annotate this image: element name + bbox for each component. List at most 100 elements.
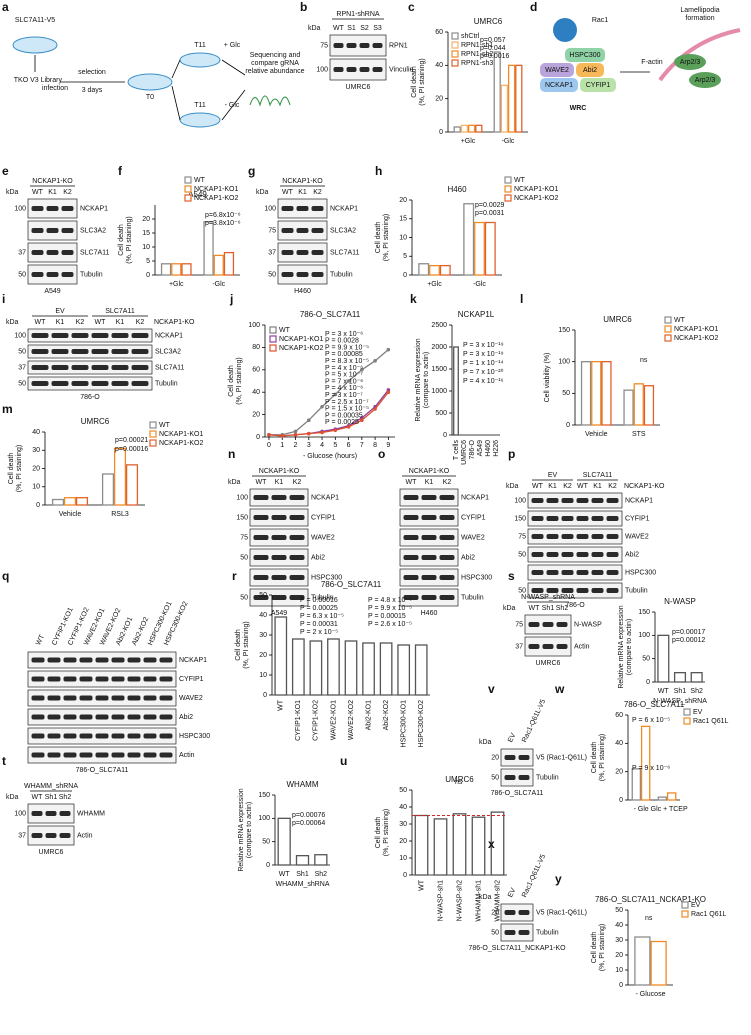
x-axis-label: WHAMM_shRNA <box>275 881 329 888</box>
diagram-label: Arp2/3 <box>695 77 716 84</box>
annotation: P = 9 x 10⁻⁶ <box>632 765 670 772</box>
filament <box>658 28 741 82</box>
band <box>61 250 74 255</box>
y-axis-label: Cell death <box>375 817 382 849</box>
bar <box>327 638 340 696</box>
y-axis-label: Relative mRNA expression <box>415 338 422 421</box>
kda-label: kDa <box>6 189 19 196</box>
diagram-label: HSPC300 <box>569 52 600 59</box>
band-label: HSPC300 <box>179 733 210 740</box>
band <box>271 495 287 500</box>
blot-frame <box>527 528 623 545</box>
band <box>606 498 619 503</box>
x-tick-label: RSL3 <box>111 511 129 518</box>
blot-frame <box>527 564 623 581</box>
bar <box>433 818 448 876</box>
bar <box>113 447 127 506</box>
x-tick-label: CYFIP1-KO2 <box>313 700 320 741</box>
band <box>159 714 173 720</box>
kda-marker: 150 <box>514 515 526 522</box>
bar <box>623 389 634 426</box>
bar <box>171 263 182 276</box>
data-point <box>333 428 338 433</box>
panel-title: WHAMM <box>287 780 319 789</box>
legend-swatch <box>451 59 459 67</box>
panel-letter: b <box>300 0 307 14</box>
blot-footer: UMRC6 <box>39 849 64 856</box>
band <box>421 495 437 500</box>
bar <box>673 672 687 683</box>
legend-swatch <box>269 344 277 352</box>
diagram-label: Abi2 <box>583 67 597 74</box>
bar <box>453 346 459 436</box>
band <box>528 622 540 627</box>
panel-letter: w <box>554 682 565 696</box>
band <box>111 333 129 338</box>
band-label: SLC3A2 <box>155 348 181 355</box>
band <box>606 552 619 557</box>
band <box>46 250 59 255</box>
lane-label: K2 <box>136 319 145 326</box>
annotation: p=0.00076 <box>292 812 325 819</box>
annotation: P = 4 x 10⁻⁶ <box>325 365 363 372</box>
band-label: WAVE2 <box>179 695 203 702</box>
lane-label: K1 <box>425 479 434 486</box>
band <box>71 349 89 354</box>
y-tick-label: 40 <box>435 62 443 69</box>
legend-swatch <box>681 901 689 909</box>
band <box>143 752 157 758</box>
y-tick-label: 50 <box>562 390 570 397</box>
y-tick-label: 0 <box>439 129 443 136</box>
y-tick-label: 20 <box>259 652 267 659</box>
band <box>79 714 93 720</box>
x-tick-label: HSPC300-KO2 <box>418 700 425 748</box>
band <box>143 714 157 720</box>
band <box>91 381 109 386</box>
bar <box>63 497 77 506</box>
panel-letter: e <box>2 164 9 178</box>
legend-swatch <box>149 430 157 438</box>
band <box>556 622 568 627</box>
legend-swatch <box>184 194 192 202</box>
band-label: SLC3A2 <box>80 227 106 234</box>
blot-footer: UMRC6 <box>536 660 561 667</box>
band-label: NCKAP1 <box>330 205 358 212</box>
y-axis-label: Cell death <box>228 365 235 397</box>
legend-swatch <box>149 421 157 429</box>
bar <box>633 383 644 426</box>
arp23 <box>674 54 706 70</box>
bar <box>463 203 475 276</box>
series-line <box>268 391 389 437</box>
legend-label: WT <box>514 177 526 184</box>
y-tick-label: 2000 <box>431 344 447 351</box>
y-tick-label: 10 <box>399 855 407 862</box>
y-tick-label: 30 <box>32 447 40 454</box>
arrow <box>171 85 181 121</box>
band <box>51 333 69 338</box>
band <box>504 755 516 760</box>
kda-marker: 20 <box>491 909 499 916</box>
blot-frame <box>329 58 387 81</box>
data-point <box>280 434 285 438</box>
x-tick-label: WHAMM-sh2 <box>494 880 501 922</box>
bar <box>379 642 393 696</box>
y-tick-label: 50 <box>642 656 650 663</box>
band-label: WHAMM <box>77 810 105 817</box>
band <box>372 67 383 72</box>
band <box>561 588 574 593</box>
x-tick-label: -Glc <box>502 138 515 145</box>
blot-footer: A549 <box>44 288 60 295</box>
y-tick-label: 40 <box>252 389 260 396</box>
legend-swatch <box>451 41 459 49</box>
panel-letter: i <box>2 292 5 306</box>
blot-frame <box>27 376 153 391</box>
bar <box>160 263 172 276</box>
band <box>111 676 125 682</box>
y-tick-label: 0 <box>266 862 270 869</box>
y-tick-label: 0 <box>566 422 570 429</box>
y-tick-label: 50 <box>259 592 267 599</box>
panel-letter: p <box>508 447 515 461</box>
y-tick-label: 0 <box>36 502 40 509</box>
band <box>439 555 455 560</box>
kda-marker: 50 <box>491 774 499 781</box>
